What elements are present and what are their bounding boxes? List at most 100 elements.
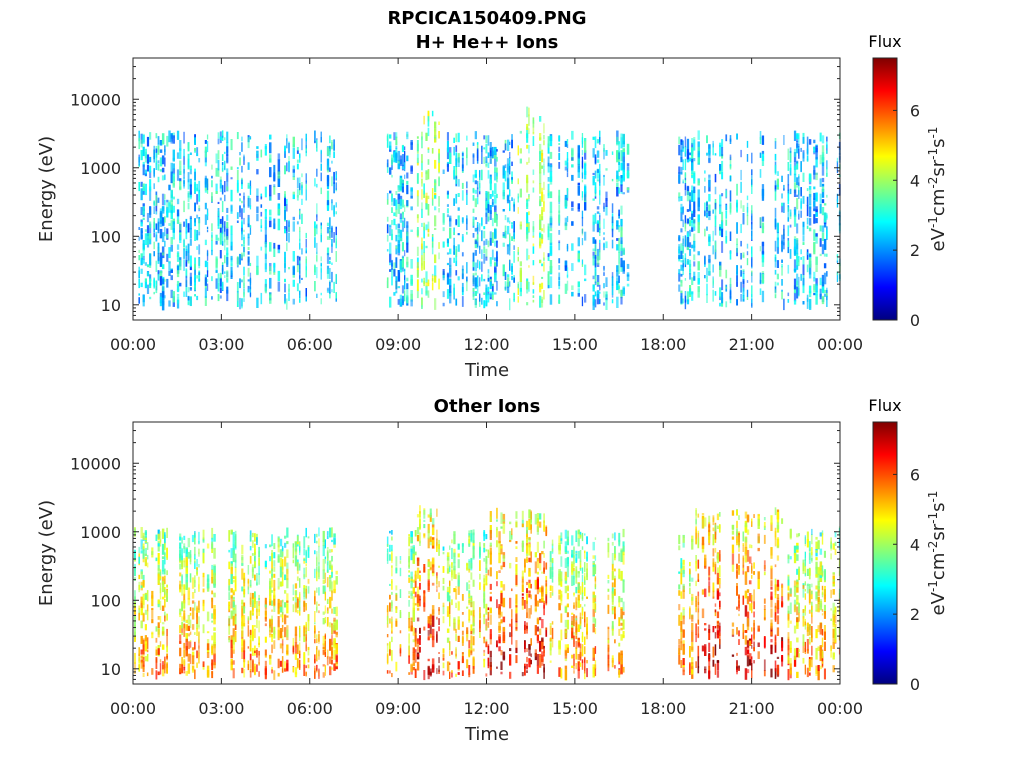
spectrogram-cell	[740, 241, 741, 247]
spectrogram-cell	[762, 242, 764, 254]
spectrogram-cell	[518, 145, 519, 155]
spectrogram-cell	[314, 654, 316, 663]
spectrogram-cell	[443, 291, 445, 297]
spectrogram-cell	[584, 202, 586, 211]
spectrogram-cell	[490, 153, 492, 164]
spectrogram-cell	[417, 642, 419, 652]
spectrogram-cell	[188, 154, 190, 159]
spectrogram-cell	[258, 547, 260, 558]
spectrogram-cell	[481, 170, 483, 181]
spectrogram-cell	[678, 255, 680, 259]
spectrogram-cell	[618, 245, 620, 253]
spectrogram-cell	[443, 586, 445, 591]
spectrogram-cell	[278, 250, 281, 254]
spectrogram-cell	[393, 269, 395, 276]
spectrogram-cell	[526, 612, 528, 618]
spectrogram-cell	[218, 202, 220, 204]
spectrogram-cell	[265, 561, 267, 568]
spectrogram-cell	[231, 548, 233, 558]
spectrogram-cell	[231, 588, 233, 592]
spectrogram-cell	[265, 220, 267, 230]
spectrogram-cell	[273, 543, 275, 549]
spectrogram-cell	[698, 151, 700, 155]
spectrogram-cell	[158, 580, 160, 583]
spectrogram-cell	[168, 131, 170, 143]
spectrogram-cell	[719, 205, 721, 209]
spectrogram-cell	[449, 581, 450, 586]
spectrogram-cell	[297, 178, 299, 189]
spectrogram-cell	[293, 299, 295, 305]
spectrogram-cell	[147, 637, 149, 649]
spectrogram-cell	[190, 632, 192, 635]
spectrogram-cell	[458, 616, 460, 624]
spectrogram-cell	[685, 178, 686, 181]
spectrogram-cell	[164, 279, 166, 281]
spectrogram-cell	[526, 670, 528, 673]
spectrogram-cell	[458, 193, 460, 197]
spectrogram-cell	[256, 146, 258, 149]
spectrogram-cell	[837, 254, 838, 263]
spectrogram-cell	[297, 256, 299, 265]
spectrogram-cell	[571, 292, 574, 297]
spectrogram-cell	[815, 145, 817, 152]
spectrogram-cell	[235, 542, 237, 546]
spectrogram-cell	[327, 147, 329, 156]
spectrogram-cell	[231, 647, 233, 658]
spectrogram-cell	[826, 215, 828, 218]
spectrogram-cell	[721, 212, 723, 222]
spectrogram-cell	[473, 209, 475, 213]
spectrogram-cell	[736, 222, 738, 234]
spectrogram-cell	[231, 574, 233, 584]
spectrogram-cell	[571, 175, 574, 181]
spectrogram-cell	[316, 572, 317, 582]
spectrogram-cell	[196, 613, 198, 624]
spectrogram-cell	[186, 276, 188, 287]
spectrogram-cell	[796, 134, 798, 139]
spectrogram-cell	[316, 267, 317, 278]
spectrogram-cell	[153, 279, 155, 287]
spectrogram-cell	[391, 579, 392, 590]
spectrogram-cell	[612, 299, 614, 303]
spectrogram-cell	[145, 541, 147, 544]
spectrogram-cell	[496, 667, 498, 669]
spectrogram-cell	[391, 673, 392, 677]
spectrogram-cell	[419, 513, 421, 524]
spectrogram-cell	[138, 293, 140, 295]
spectrogram-cell	[528, 211, 529, 215]
spectrogram-cell	[509, 522, 511, 525]
spectrogram-cell	[503, 190, 505, 199]
spectrogram-cell	[550, 276, 553, 288]
spectrogram-cell	[479, 620, 481, 632]
spectrogram-cell	[453, 245, 455, 255]
spectrogram-cell	[293, 144, 295, 148]
spectrogram-cell	[327, 536, 329, 539]
spectrogram-cell	[258, 654, 260, 663]
spectrogram-cell	[160, 544, 161, 546]
spectrogram-cell	[488, 618, 490, 621]
spectrogram-cell	[162, 264, 165, 269]
spectrogram-cell	[211, 276, 213, 281]
spectrogram-cell	[141, 658, 143, 668]
spectrogram-cell	[203, 539, 205, 543]
spectrogram-cell	[273, 599, 275, 606]
spectrogram-cell	[143, 613, 145, 621]
spectrogram-cell	[490, 257, 492, 266]
spectrogram-cell	[228, 586, 230, 592]
spectrogram-cell	[417, 594, 419, 603]
spectrogram-cell	[248, 616, 250, 620]
spectrogram-cell	[721, 161, 723, 172]
spectrogram-cell	[151, 547, 153, 557]
spectrogram-cell	[134, 550, 136, 560]
spectrogram-cell	[269, 210, 272, 216]
spectrogram-cell	[488, 550, 490, 558]
spectrogram-cell	[303, 559, 305, 561]
spectrogram-cell	[393, 151, 395, 162]
spectrogram-cell	[406, 185, 408, 194]
spectrogram-cell	[503, 584, 506, 590]
spectrogram-cell	[321, 293, 323, 296]
spectrogram-cell	[800, 187, 802, 196]
spectrogram-cell	[421, 223, 423, 227]
spectrogram-cell	[273, 184, 275, 187]
spectrogram-cell	[162, 570, 165, 574]
spectrogram-cell	[213, 573, 216, 584]
